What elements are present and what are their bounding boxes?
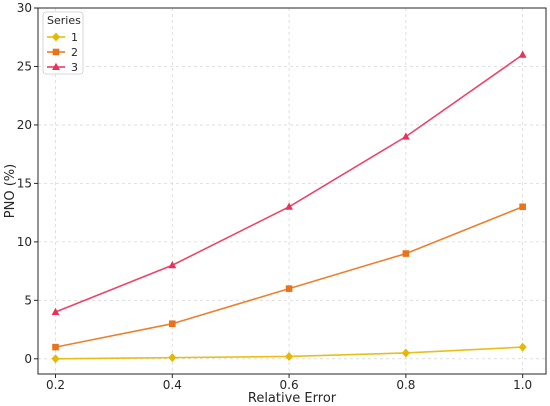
x-tick-label: 0.8 [396, 378, 415, 392]
series-1-point [285, 351, 294, 361]
x-axis-label: Relative Error [248, 391, 337, 406]
series-3 [51, 50, 527, 316]
legend-swatch-marker [52, 62, 60, 70]
series-3-point [401, 132, 410, 140]
series-1-point [401, 348, 410, 358]
legend-label: 3 [71, 61, 78, 74]
series-3-point [518, 50, 527, 58]
legend-label: 1 [71, 31, 78, 44]
y-tick-label: 10 [17, 235, 32, 249]
series-2-point [402, 250, 410, 257]
series-3-point [285, 202, 293, 210]
legend-item-1: 1 [47, 31, 78, 44]
series-1 [51, 342, 527, 364]
series-1-point [168, 353, 177, 363]
grid [38, 7, 546, 374]
x-tick-label: 1.0 [513, 378, 532, 392]
legend-swatch-marker [52, 32, 60, 42]
series-2-point [285, 285, 293, 292]
legend-title: Series [47, 14, 81, 27]
series-3-point [51, 307, 60, 316]
series-1-point [51, 354, 60, 364]
x-tick-label: 0.2 [46, 378, 65, 392]
series-layer [51, 50, 527, 364]
y-tick-label: 20 [17, 118, 32, 132]
legend-swatch-marker [52, 48, 60, 56]
x-tick-label: 0.4 [163, 378, 182, 392]
legend: Series 1 2 3 [42, 11, 84, 75]
y-tick-label: 0 [24, 352, 32, 366]
y-axis-label: PNO (%) [3, 164, 18, 218]
x-tick-label: 0.6 [280, 378, 299, 392]
y-tick-label: 25 [17, 59, 32, 73]
legend-item-3: 3 [47, 61, 78, 74]
legend-item-2: 2 [47, 46, 78, 59]
series-1-point [518, 342, 527, 352]
y-tick-label: 30 [17, 1, 32, 15]
series-2-point [519, 203, 526, 211]
plot-frame [37, 7, 547, 375]
legend-label: 2 [71, 46, 78, 59]
y-tick-label: 5 [24, 293, 32, 307]
ticks: 0.2 0.4 0.6 0.8 1.0 0 5 10 15 20 25 30 [17, 1, 532, 392]
series-2-point [52, 343, 59, 351]
series-2-point [168, 320, 176, 328]
series-3-point [168, 260, 177, 269]
y-tick-label: 15 [17, 176, 32, 190]
legend-items: 1 2 3 [47, 31, 78, 74]
series-2 [52, 203, 526, 351]
legend-box [42, 11, 84, 75]
